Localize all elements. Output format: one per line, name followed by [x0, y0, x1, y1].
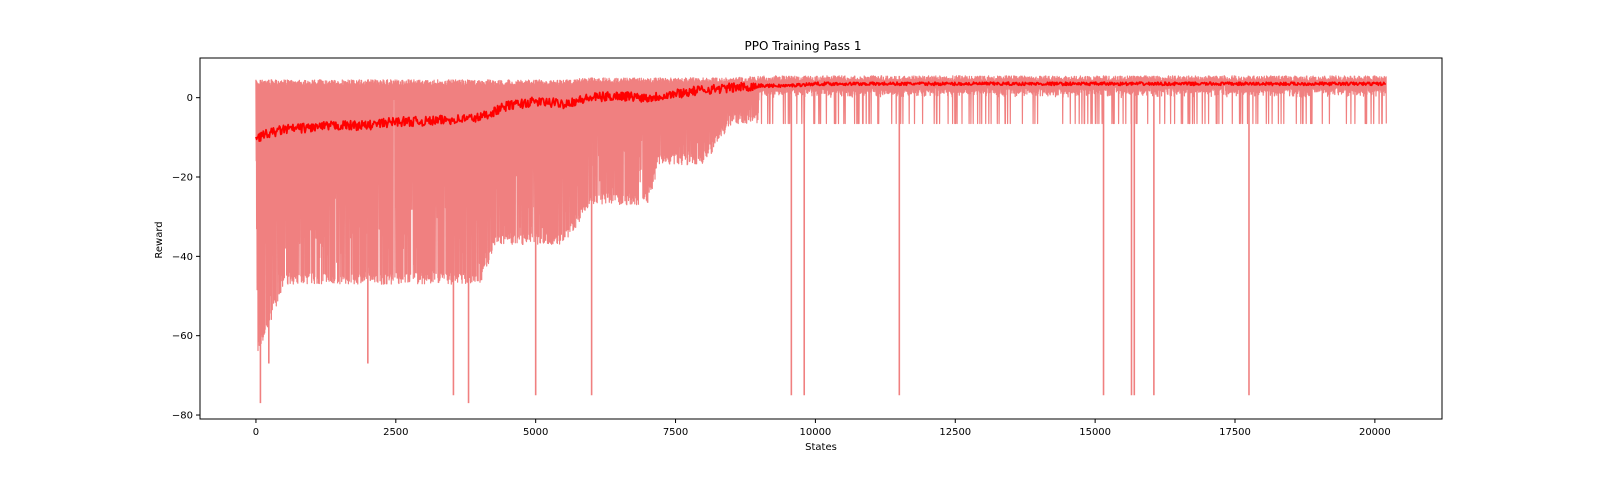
x-tick-label: 17500 [1219, 427, 1251, 438]
y-tick-label: 0 [187, 93, 193, 104]
y-tick-label: −40 [172, 252, 193, 263]
plot-area [255, 75, 1387, 404]
x-tick-label: 15000 [1079, 427, 1111, 438]
x-tick-label: 5000 [523, 427, 548, 438]
x-axis-label: States [805, 442, 837, 453]
smoothed-reward-line [255, 81, 1387, 142]
x-tick-label: 12500 [939, 427, 971, 438]
chart-title: PPO Training Pass 1 [745, 39, 862, 53]
x-axis: 0 2500 5000 7500 10000 12500 15000 17500 20000 [253, 419, 1391, 438]
y-tick-label: −20 [172, 173, 193, 184]
y-axis: −80 −60 −40 −20 0 [172, 93, 200, 422]
x-tick-label: 7500 [663, 427, 688, 438]
y-tick-label: −60 [172, 331, 193, 342]
y-tick-label: −80 [172, 411, 193, 422]
y-axis-label: Reward [154, 221, 165, 258]
x-tick-label: 10000 [799, 427, 831, 438]
smoothed-reward-series [255, 81, 1387, 142]
x-tick-label: 2500 [383, 427, 408, 438]
raw-reward-series [255, 75, 1387, 404]
x-tick-label: 20000 [1359, 427, 1391, 438]
plot-frame [199, 57, 1443, 420]
x-tick-label: 0 [253, 427, 259, 438]
